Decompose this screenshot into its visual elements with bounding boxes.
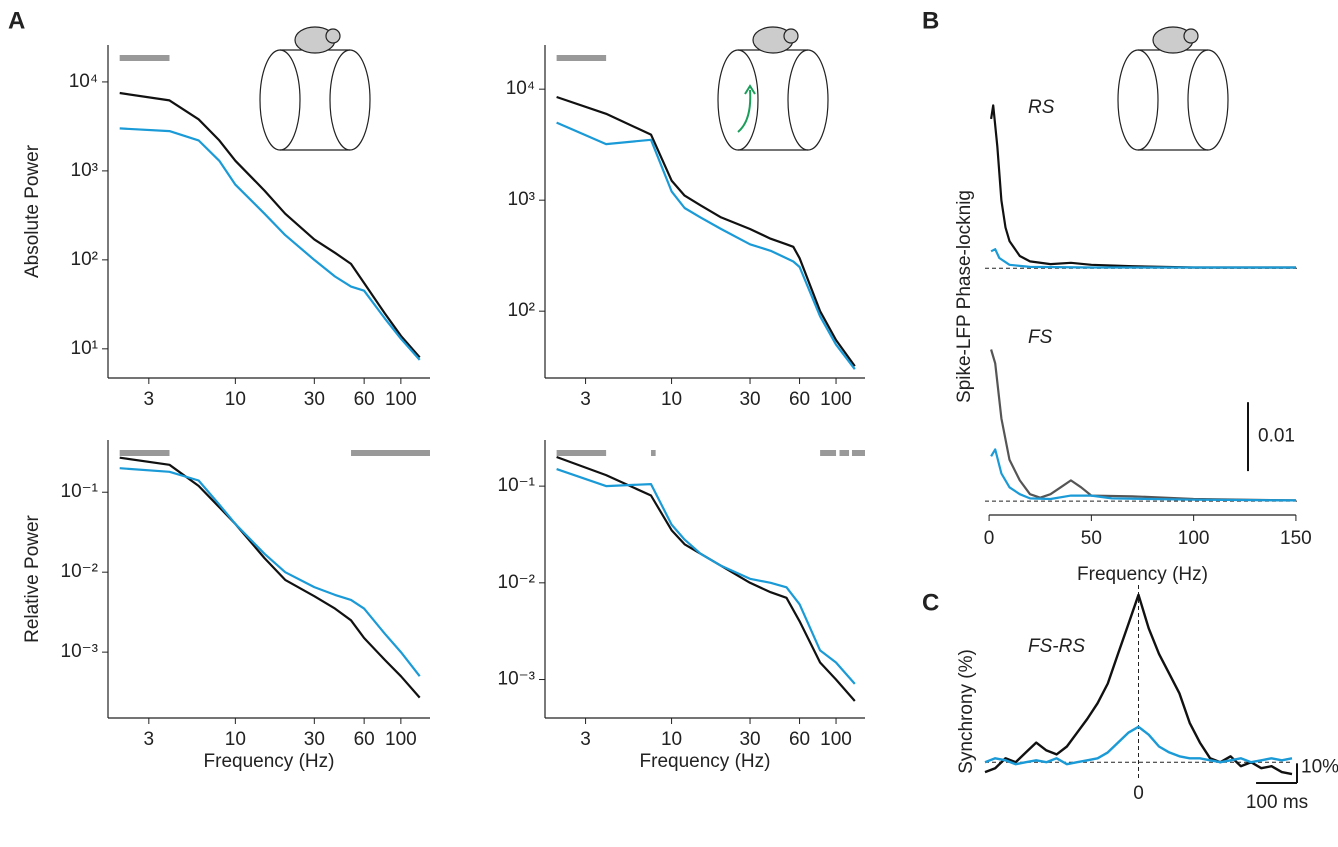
- y-tick-label: 10³: [508, 189, 535, 210]
- series-line: [556, 95, 856, 367]
- series-line: [556, 455, 856, 702]
- scale-bar-label: 100 ms: [1246, 792, 1308, 813]
- wheel-icon: [259, 26, 371, 151]
- x-tick-label: 30: [739, 729, 760, 750]
- panel-label: C: [922, 589, 939, 616]
- wheel-icon: [1117, 26, 1229, 151]
- y-tick-label: 10⁻²: [498, 572, 536, 593]
- y-tick-label: 10⁻³: [498, 669, 536, 690]
- x-tick-label: 30: [304, 729, 325, 750]
- series-line: [984, 593, 1293, 776]
- y-tick-label: 10²: [508, 300, 535, 321]
- series-line: [119, 456, 421, 699]
- x-tick-label: 10: [225, 729, 246, 750]
- icons: [259, 26, 1229, 151]
- series-line: [556, 468, 856, 685]
- panel-label: A: [8, 7, 25, 34]
- x-tick-label: 100: [820, 729, 852, 750]
- x-tick-label: 60: [789, 389, 810, 410]
- x-axis-label: Frequency (Hz): [1077, 564, 1208, 585]
- y-axis-label: Spike-LFP Phase-locknig: [954, 190, 975, 403]
- y-tick-label: 10⁻³: [61, 641, 99, 662]
- series-line: [984, 725, 1293, 766]
- series-line: [990, 248, 1296, 269]
- series-line: [990, 448, 1296, 502]
- x-tick-label: 100: [1178, 528, 1210, 549]
- series-line: [990, 104, 1296, 269]
- x-tick-label: 100: [385, 729, 417, 750]
- x-tick-label: 60: [354, 389, 375, 410]
- y-tick-label: 10⁻¹: [61, 481, 99, 502]
- x-tick-label: 100: [820, 389, 852, 410]
- panel-title: RS: [1028, 97, 1055, 118]
- x-tick-label: 10: [661, 389, 682, 410]
- x-tick-label: 10: [661, 729, 682, 750]
- x-tick-label: 0: [1133, 783, 1144, 804]
- y-tick-label: 10⁴: [506, 78, 535, 99]
- panel-title: FS: [1028, 327, 1053, 348]
- series-line: [119, 467, 421, 677]
- x-tick-label: 30: [304, 389, 325, 410]
- y-axis-label: Relative Power: [22, 514, 43, 642]
- x-tick-label: 50: [1081, 528, 1102, 549]
- wheel-icon: [717, 26, 829, 151]
- x-axis-label: Frequency (Hz): [204, 751, 335, 772]
- scale-bar-label: 10%: [1301, 756, 1338, 777]
- series-line: [556, 121, 856, 370]
- y-tick-label: 10²: [71, 249, 98, 270]
- x-tick-label: 3: [144, 389, 155, 410]
- y-tick-label: 10⁴: [69, 71, 98, 92]
- panel-title: FS-RS: [1028, 636, 1085, 657]
- x-tick-label: 60: [354, 729, 375, 750]
- x-tick-label: 3: [580, 729, 591, 750]
- y-tick-label: 10⁻¹: [498, 475, 536, 496]
- x-tick-label: 30: [739, 389, 760, 410]
- x-tick-label: 10: [225, 389, 246, 410]
- panel-label: B: [922, 7, 939, 34]
- x-tick-label: 3: [580, 389, 591, 410]
- x-axis-label: Frequency (Hz): [640, 751, 771, 772]
- y-tick-label: 10³: [71, 160, 98, 181]
- y-tick-label: 10¹: [71, 338, 98, 359]
- scale-bar-label: 0.01: [1258, 426, 1295, 447]
- x-tick-label: 150: [1280, 528, 1312, 549]
- x-tick-label: 0: [984, 528, 995, 549]
- series-line: [119, 91, 421, 359]
- series-line: [119, 127, 421, 361]
- y-axis-label: Synchrony (%): [956, 649, 977, 774]
- y-axis-label: Absolute Power: [22, 144, 43, 278]
- x-tick-label: 3: [144, 729, 155, 750]
- series-line: [990, 349, 1296, 502]
- y-tick-label: 10⁻²: [61, 561, 99, 582]
- x-tick-label: 100: [385, 389, 417, 410]
- x-tick-label: 60: [789, 729, 810, 750]
